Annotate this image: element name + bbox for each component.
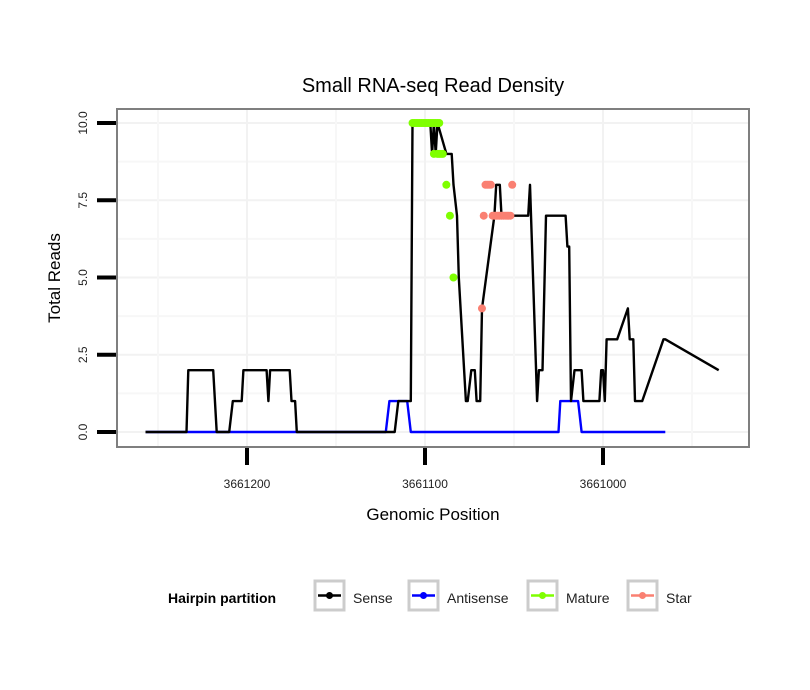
- panel-border: [116, 108, 750, 448]
- x-tick-label: 3661000: [580, 477, 627, 491]
- star-point: [506, 211, 515, 220]
- x-tick-label: 3661200: [224, 477, 271, 491]
- legend-item-sense: Sense: [313, 579, 393, 612]
- mature-point: [438, 149, 447, 158]
- y-tick-label: 0.0: [76, 423, 90, 440]
- sense-line: [145, 121, 720, 434]
- y-tick-label: 2.5: [76, 346, 90, 363]
- legend-label: Sense: [353, 590, 393, 606]
- x-axis: 3661200 3661100 3661000: [224, 448, 627, 491]
- legend-key-point: [326, 592, 333, 599]
- antisense-line: [145, 399, 666, 434]
- legend-key-point: [639, 592, 646, 599]
- y-axis-title: Total Reads: [45, 233, 64, 323]
- chart-title: Small RNA-seq Read Density: [302, 75, 564, 97]
- mature-point: [449, 273, 458, 282]
- series-points: [408, 119, 517, 313]
- star-point: [486, 180, 495, 189]
- legend-key-point: [539, 592, 546, 599]
- legend-item-mature: Mature: [526, 579, 610, 612]
- mature-point: [442, 180, 451, 189]
- legend-key-point: [420, 592, 427, 599]
- y-tick-label: 7.5: [76, 192, 90, 209]
- y-axis: 0.0 2.5 5.0 7.5 10.0: [76, 111, 116, 440]
- y-tick-label: 10.0: [76, 111, 90, 135]
- x-axis-title: Genomic Position: [366, 505, 499, 524]
- star-point: [477, 304, 486, 313]
- legend-item-antisense: Antisense: [407, 579, 509, 612]
- legend-item-star: Star: [626, 579, 692, 612]
- star-point: [508, 180, 517, 189]
- legend-label: Star: [666, 590, 692, 606]
- y-tick-label: 5.0: [76, 269, 90, 286]
- plot-panel: [116, 108, 750, 448]
- legend-title: Hairpin partition: [168, 590, 276, 606]
- x-tick-label: 3661100: [402, 477, 448, 491]
- legend-label: Antisense: [447, 590, 509, 606]
- star-point: [479, 211, 488, 220]
- series-lines: [145, 121, 720, 434]
- mature-point: [435, 119, 444, 127]
- legend: Hairpin partition Sense Antisense Mature St…: [168, 579, 692, 612]
- gridlines: [118, 110, 748, 446]
- legend-label: Mature: [566, 590, 610, 606]
- mature-point: [445, 211, 454, 220]
